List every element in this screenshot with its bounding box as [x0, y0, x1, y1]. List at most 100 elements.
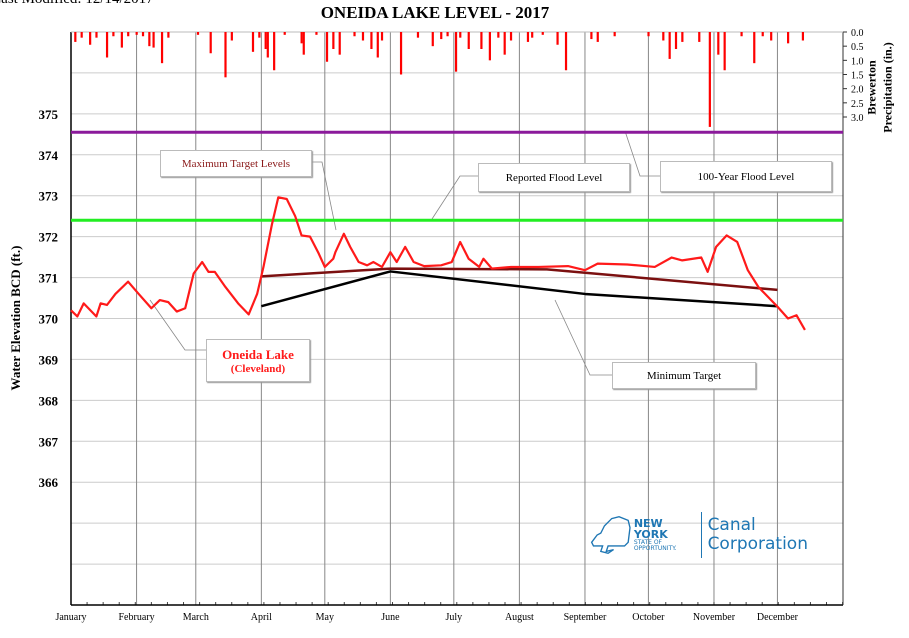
precip-bar: [141, 32, 145, 37]
precip-bar: [590, 32, 593, 40]
annotation-lake-name: Oneida Lake: [222, 346, 294, 362]
month-label: November: [693, 612, 736, 623]
annotation-max-target: Maximum Target Levels: [160, 150, 312, 177]
y-tick-label: 374: [39, 148, 59, 163]
precip-bar: [196, 32, 200, 35]
chart-title: ONEIDA LAKE LEVEL - 2017: [320, 3, 550, 22]
annotation-leader-line: [310, 161, 337, 231]
precip-bar: [283, 32, 286, 35]
logo-corporation: Corporation: [707, 534, 808, 554]
precip-bar: [370, 32, 373, 49]
annotation-leader-line: [624, 130, 660, 177]
last-modified: Last Modified: 12/14/2017: [0, 0, 154, 8]
month-label: February: [119, 612, 155, 623]
month-label: January: [55, 612, 86, 623]
precip-bar: [503, 32, 506, 55]
precip-bar: [459, 32, 462, 38]
precip-bar: [152, 32, 155, 48]
y-tick-label: 372: [39, 230, 59, 245]
precip-bar: [541, 32, 544, 35]
precip-bar: [467, 32, 470, 49]
precip-bar: [89, 32, 92, 45]
precip-bar: [361, 32, 365, 41]
y-tick-label: 369: [39, 352, 59, 367]
precip-bar: [761, 32, 764, 37]
precip-bar: [416, 32, 420, 38]
precip-bar: [338, 32, 341, 55]
annotation-reported-flood: Reported Flood Level: [478, 163, 630, 192]
precip-bar: [787, 32, 790, 44]
precip-bar: [454, 32, 458, 72]
precip-tick-label: 0.0: [851, 28, 864, 39]
annotation-leader-line: [149, 299, 206, 351]
series-maximum-target-levels: [261, 267, 778, 292]
precip-bar: [332, 32, 335, 49]
y-tick-label: 367: [39, 434, 59, 449]
right-axis-label-line2: Precipitation (in.): [880, 42, 895, 133]
precip-bar: [740, 32, 743, 37]
month-label: July: [445, 612, 462, 623]
precip-tick-label: 1.5: [851, 71, 864, 82]
precip-bar: [526, 32, 530, 42]
precip-bar: [315, 32, 318, 35]
month-label: March: [183, 612, 209, 623]
precip-bar: [135, 32, 138, 35]
precip-bar: [488, 32, 491, 61]
logo-opportunity: OPPORTUNITY.: [633, 545, 677, 552]
precip-bar: [480, 32, 483, 49]
annotation-100-year-flood: 100-Year Flood Level: [660, 161, 832, 192]
precip-bar: [148, 32, 151, 47]
precip-bar: [662, 32, 665, 41]
precip-bar: [160, 32, 164, 64]
precip-bar: [647, 32, 650, 37]
y-tick-label: 371: [39, 271, 59, 286]
precip-bar: [431, 32, 434, 47]
precip-bar: [770, 32, 773, 41]
precip-bar: [681, 32, 684, 42]
annotation-leader-line: [554, 299, 612, 376]
y-tick-label: 373: [39, 189, 59, 204]
precip-bar: [273, 32, 276, 71]
precip-bar: [613, 32, 616, 37]
precip-bar: [801, 32, 805, 41]
precip-bar: [753, 32, 756, 64]
y-tick-label: 370: [39, 312, 59, 327]
precip-tick-label: 2.0: [851, 85, 864, 96]
precip-bar: [325, 32, 329, 62]
precip-bar: [596, 32, 599, 42]
precip-bar: [266, 32, 269, 58]
precip-tick-label: 3.0: [851, 113, 864, 124]
logo-divider: [700, 512, 702, 558]
precip-tick-label: 2.5: [851, 99, 864, 110]
series-minimum-target: [261, 270, 778, 308]
annotation-leader-line: [431, 175, 478, 220]
month-label: September: [564, 612, 607, 623]
precip-bar: [224, 32, 227, 78]
month-label: August: [505, 612, 534, 623]
precip-tick-label: 0.5: [851, 42, 864, 53]
precip-bar: [564, 32, 568, 71]
precip-bar: [708, 32, 711, 127]
month-label: October: [632, 612, 665, 623]
y-tick-label: 368: [39, 393, 59, 408]
precip-bar: [74, 32, 77, 42]
precip-bar: [556, 32, 559, 45]
logo-new-york: NEW YORK: [633, 517, 668, 541]
precip-bar: [446, 32, 449, 37]
precip-bar: [105, 32, 109, 58]
precip-bar: [380, 32, 384, 41]
annotation-lake-station: (Cleveland): [230, 362, 286, 375]
new-york-state-outline-icon: [590, 516, 631, 554]
annotation-oneida-lake: Oneida Lake (Cleveland): [206, 339, 310, 382]
precip-bar: [167, 32, 170, 38]
precip-bar: [264, 32, 267, 49]
precip-bar: [300, 32, 303, 44]
y-axis-label: Water Elevation BCD (ft.): [8, 245, 23, 391]
precip-bar: [127, 32, 130, 37]
precip-tick-label: 1.0: [851, 56, 864, 67]
precip-bar: [509, 32, 513, 41]
precip-bar: [95, 32, 98, 38]
logo-canal: Canal: [707, 515, 756, 536]
month-label: June: [381, 612, 400, 623]
